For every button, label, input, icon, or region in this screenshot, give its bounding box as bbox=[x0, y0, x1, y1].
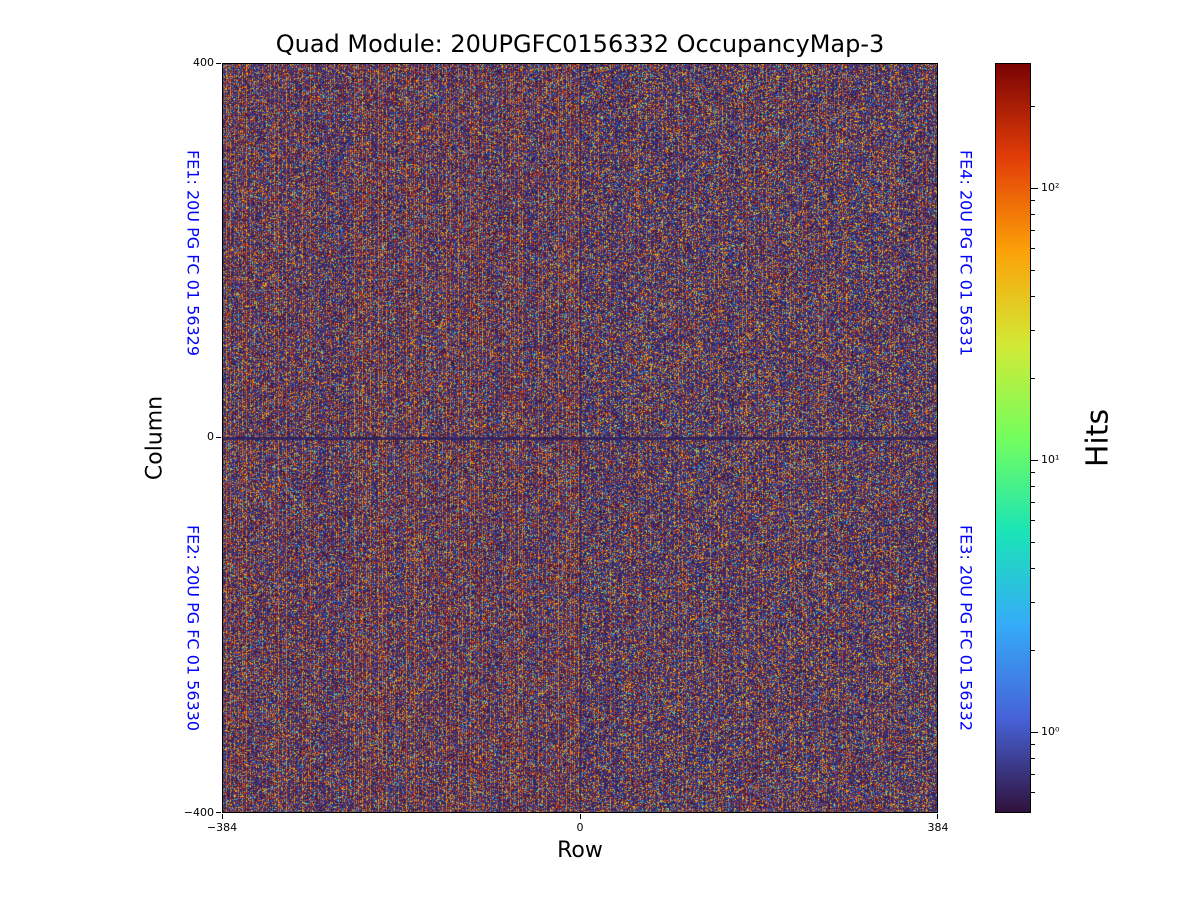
colorbar-minor-tick bbox=[1031, 568, 1035, 570]
x-axis-label: Row bbox=[557, 838, 603, 863]
fe4-chip-label: FE4: 20U PG FC 01 56331 bbox=[956, 149, 976, 357]
colorbar-major-tick bbox=[1031, 460, 1038, 461]
x-tick-label: 384 bbox=[927, 821, 949, 834]
colorbar-minor-tick bbox=[1031, 230, 1035, 232]
colorbar-minor-tick bbox=[1031, 269, 1035, 271]
colorbar-axis-label: Hits bbox=[1080, 408, 1116, 468]
y-tick-label: 400 bbox=[193, 56, 214, 69]
colorbar bbox=[995, 63, 1031, 813]
colorbar-minor-tick bbox=[1031, 214, 1035, 216]
x-tick-mark bbox=[222, 814, 223, 819]
colorbar-minor-tick bbox=[1031, 744, 1035, 746]
y-tick-label: 0 bbox=[207, 430, 214, 443]
chart-title: Quad Module: 20UPGFC0156332 OccupancyMap… bbox=[275, 30, 885, 58]
colorbar-tick-label: 10⁰ bbox=[1041, 725, 1060, 738]
colorbar-minor-tick bbox=[1031, 486, 1035, 488]
fe3-chip-label: FE3: 20U PG FC 01 56332 bbox=[956, 524, 976, 732]
heatmap-canvas bbox=[222, 63, 938, 813]
colorbar-minor-tick bbox=[1031, 520, 1035, 522]
colorbar-major-tick bbox=[1031, 188, 1038, 189]
colorbar-minor-tick bbox=[1031, 650, 1035, 652]
colorbar-tick-label: 10² bbox=[1041, 181, 1060, 194]
x-tick-label: 0 bbox=[576, 821, 584, 834]
colorbar-minor-tick bbox=[1031, 106, 1035, 108]
colorbar-tick-label: 10¹ bbox=[1041, 453, 1060, 466]
x-tick-mark bbox=[580, 814, 581, 819]
colorbar-minor-tick bbox=[1031, 792, 1035, 794]
colorbar-minor-tick bbox=[1031, 200, 1035, 202]
colorbar-minor-tick bbox=[1031, 502, 1035, 504]
colorbar-minor-tick bbox=[1031, 602, 1035, 604]
colorbar-minor-tick bbox=[1031, 378, 1035, 380]
y-tick-mark bbox=[216, 437, 221, 438]
colorbar-minor-tick bbox=[1031, 472, 1035, 474]
y-axis-label: Column bbox=[142, 395, 168, 481]
y-tick-label: −400 bbox=[183, 806, 214, 819]
x-tick-label: −384 bbox=[206, 821, 238, 834]
colorbar-minor-tick bbox=[1031, 541, 1035, 543]
fe1-chip-label: FE1: 20U PG FC 01 56329 bbox=[183, 149, 203, 357]
colorbar-minor-tick bbox=[1031, 296, 1035, 298]
colorbar-major-tick bbox=[1031, 732, 1038, 733]
y-tick-mark bbox=[216, 63, 221, 64]
colorbar-minor-tick bbox=[1031, 248, 1035, 250]
colorbar-minor-tick bbox=[1031, 330, 1035, 332]
colorbar-ticks bbox=[1031, 63, 1040, 815]
colorbar-minor-tick bbox=[1031, 758, 1035, 760]
colorbar-minor-tick bbox=[1031, 774, 1035, 776]
x-tick-mark bbox=[937, 814, 938, 819]
fe2-chip-label: FE2: 20U PG FC 01 56330 bbox=[183, 524, 203, 732]
y-tick-mark bbox=[216, 812, 221, 813]
